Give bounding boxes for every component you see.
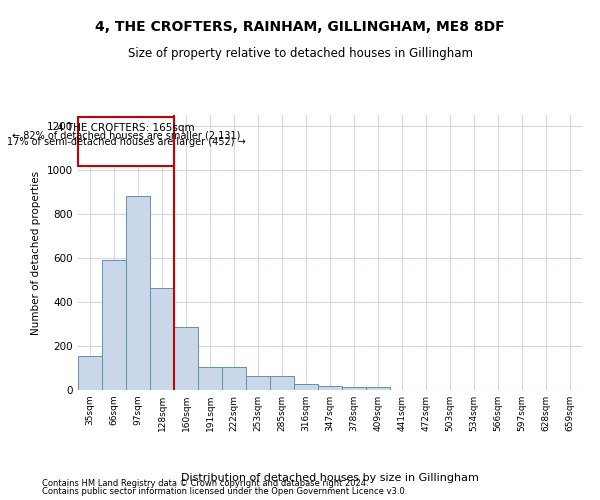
- Text: ← 82% of detached houses are smaller (2,131): ← 82% of detached houses are smaller (2,…: [12, 130, 240, 140]
- Bar: [126, 196, 150, 390]
- Text: Contains public sector information licensed under the Open Government Licence v3: Contains public sector information licen…: [42, 487, 407, 496]
- Bar: [102, 260, 126, 390]
- FancyBboxPatch shape: [78, 117, 174, 166]
- Bar: [78, 356, 102, 390]
- Bar: [318, 386, 342, 390]
- Bar: [222, 367, 246, 390]
- Bar: [270, 376, 294, 390]
- Bar: [198, 367, 222, 390]
- Text: 4 THE CROFTERS: 165sqm: 4 THE CROFTERS: 165sqm: [57, 122, 195, 132]
- Bar: [174, 328, 198, 390]
- X-axis label: Distribution of detached houses by size in Gillingham: Distribution of detached houses by size …: [181, 473, 479, 483]
- Text: 4, THE CROFTERS, RAINHAM, GILLINGHAM, ME8 8DF: 4, THE CROFTERS, RAINHAM, GILLINGHAM, ME…: [95, 20, 505, 34]
- Bar: [150, 288, 174, 390]
- Bar: [246, 376, 270, 390]
- Text: Size of property relative to detached houses in Gillingham: Size of property relative to detached ho…: [128, 48, 473, 60]
- Bar: [366, 388, 390, 390]
- Text: Contains HM Land Registry data © Crown copyright and database right 2024.: Contains HM Land Registry data © Crown c…: [42, 478, 368, 488]
- Bar: [294, 384, 318, 390]
- Y-axis label: Number of detached properties: Number of detached properties: [31, 170, 41, 334]
- Text: 17% of semi-detached houses are larger (452) →: 17% of semi-detached houses are larger (…: [7, 137, 245, 147]
- Bar: [342, 388, 366, 390]
